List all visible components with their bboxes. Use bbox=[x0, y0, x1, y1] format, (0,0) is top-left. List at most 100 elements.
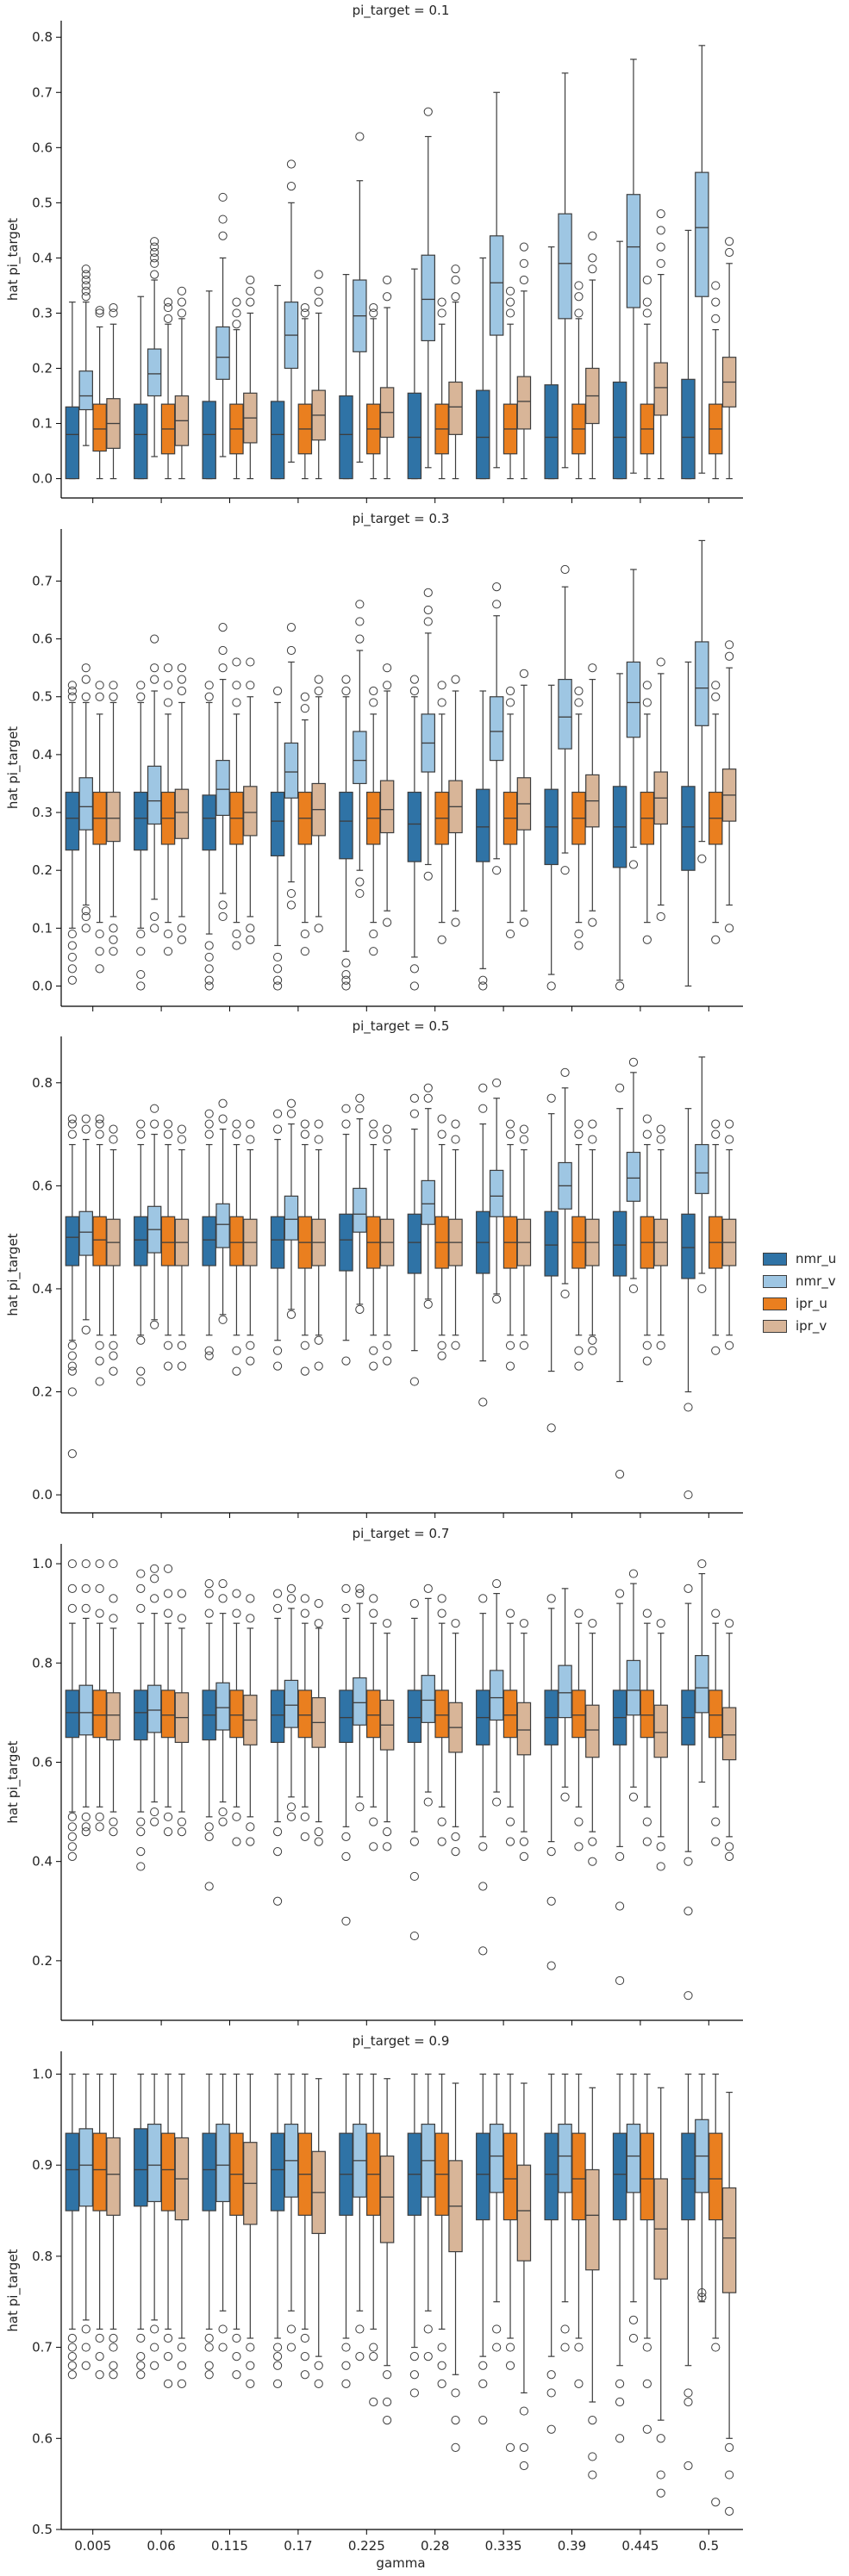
outlier-point bbox=[67, 1584, 77, 1593]
y-tick-label: 0.8 bbox=[32, 1655, 53, 1671]
outlier-point bbox=[163, 1812, 173, 1821]
outlier-point bbox=[383, 2370, 392, 2380]
outlier-point bbox=[409, 686, 419, 696]
outlier-point bbox=[67, 1129, 77, 1139]
outlier-point bbox=[136, 1584, 146, 1593]
outlier-point bbox=[314, 1827, 323, 1837]
outlier-point bbox=[560, 1067, 570, 1077]
outlier-point bbox=[272, 1361, 283, 1371]
box-nmr-u bbox=[270, 1216, 285, 1269]
outlier-point bbox=[81, 1559, 91, 1569]
outlier-point bbox=[369, 686, 378, 696]
outlier-point bbox=[300, 302, 309, 313]
box-nmr-u bbox=[202, 794, 216, 851]
outlier-point bbox=[300, 2333, 309, 2343]
outlier-point bbox=[492, 866, 502, 875]
outlier-point bbox=[711, 297, 721, 307]
outlier-point bbox=[574, 292, 584, 302]
outlier-point bbox=[67, 1387, 77, 1397]
outlier-point bbox=[150, 237, 159, 246]
box-nmr-v bbox=[78, 2128, 93, 2207]
box-nmr-v bbox=[284, 742, 299, 799]
outlier-point bbox=[177, 286, 187, 296]
outlier-point bbox=[409, 675, 419, 684]
outlier-point bbox=[369, 1817, 378, 1826]
outlier-point bbox=[492, 1797, 502, 1807]
outlier-point bbox=[109, 1594, 118, 1603]
outlier-point bbox=[109, 947, 118, 956]
outlier-point bbox=[478, 2416, 488, 2425]
outlier-point bbox=[355, 2352, 365, 2361]
outlier-point bbox=[711, 1129, 721, 1139]
box-nmr-u bbox=[65, 1689, 80, 1739]
outlier-point bbox=[684, 2388, 693, 2398]
outlier-point bbox=[272, 2379, 283, 2388]
outlier-point bbox=[150, 1104, 159, 1113]
outlier-point bbox=[478, 1397, 488, 1407]
outlier-point bbox=[136, 969, 146, 980]
outlier-point bbox=[725, 1119, 734, 1129]
outlier-point bbox=[163, 2379, 173, 2388]
outlier-point bbox=[369, 929, 378, 939]
outlier-point bbox=[272, 981, 283, 991]
outlier-point bbox=[642, 1129, 652, 1139]
outlier-point bbox=[355, 617, 365, 626]
outlier-point bbox=[423, 107, 433, 116]
box-ipr-u bbox=[571, 2132, 586, 2221]
legend-swatch-ipr-u bbox=[763, 1297, 787, 1310]
outlier-point bbox=[355, 634, 365, 644]
outlier-point bbox=[177, 1135, 187, 1144]
outlier-point bbox=[272, 1847, 283, 1857]
outlier-point bbox=[109, 1341, 118, 1350]
outlier-point bbox=[341, 675, 351, 684]
outlier-point bbox=[546, 2370, 556, 2380]
outlier-point bbox=[314, 2379, 323, 2388]
outlier-point bbox=[519, 275, 529, 285]
outlier-point bbox=[314, 2361, 323, 2370]
outlier-point bbox=[478, 2361, 488, 2370]
outlier-point bbox=[109, 924, 118, 933]
x-tick-label: 0.17 bbox=[284, 2538, 312, 2554]
outlier-point bbox=[341, 2343, 351, 2352]
box-nmr-u bbox=[202, 2132, 216, 2212]
outlier-point bbox=[574, 1608, 584, 1618]
outlier-point bbox=[232, 1589, 241, 1598]
outlier-point bbox=[272, 1603, 283, 1613]
box-nmr-v bbox=[626, 194, 641, 308]
legend-label-ipr-u: ipr_u bbox=[796, 1296, 827, 1311]
outlier-point bbox=[383, 1827, 392, 1837]
outlier-point bbox=[628, 1569, 639, 1578]
outlier-point bbox=[437, 308, 446, 318]
x-tick-label: 0.115 bbox=[211, 2538, 248, 2554]
outlier-point bbox=[588, 1857, 597, 1866]
outlier-point bbox=[492, 1578, 502, 1589]
outlier-point bbox=[546, 2424, 556, 2434]
outlier-point bbox=[272, 686, 283, 696]
box-ipr-v bbox=[721, 1707, 737, 1761]
outlier-point bbox=[95, 1377, 104, 1386]
outlier-point bbox=[163, 1827, 173, 1837]
outlier-point bbox=[163, 698, 173, 707]
outlier-point bbox=[725, 1341, 734, 1350]
outlier-point bbox=[369, 2343, 378, 2352]
outlier-point bbox=[204, 681, 214, 690]
outlier-point bbox=[369, 1129, 378, 1139]
box-nmr-v bbox=[489, 235, 504, 336]
outlier-point bbox=[725, 1851, 734, 1862]
outlier-point bbox=[560, 2343, 570, 2352]
outlier-point bbox=[355, 1304, 365, 1314]
outlier-point bbox=[150, 1119, 159, 1129]
outlier-point bbox=[232, 320, 241, 329]
y-tick-label: 0.2 bbox=[32, 360, 53, 376]
outlier-point bbox=[67, 975, 77, 985]
outlier-point bbox=[67, 2343, 77, 2352]
outlier-point bbox=[546, 1093, 556, 1103]
outlier-point bbox=[136, 1335, 146, 1345]
outlier-point bbox=[300, 2352, 309, 2361]
outlier-point bbox=[478, 1104, 488, 1113]
outlier-point bbox=[286, 888, 297, 899]
outlier-point bbox=[67, 2352, 77, 2361]
outlier-point bbox=[300, 692, 309, 701]
outlier-point bbox=[423, 1093, 433, 1103]
outlier-point bbox=[246, 1135, 255, 1144]
